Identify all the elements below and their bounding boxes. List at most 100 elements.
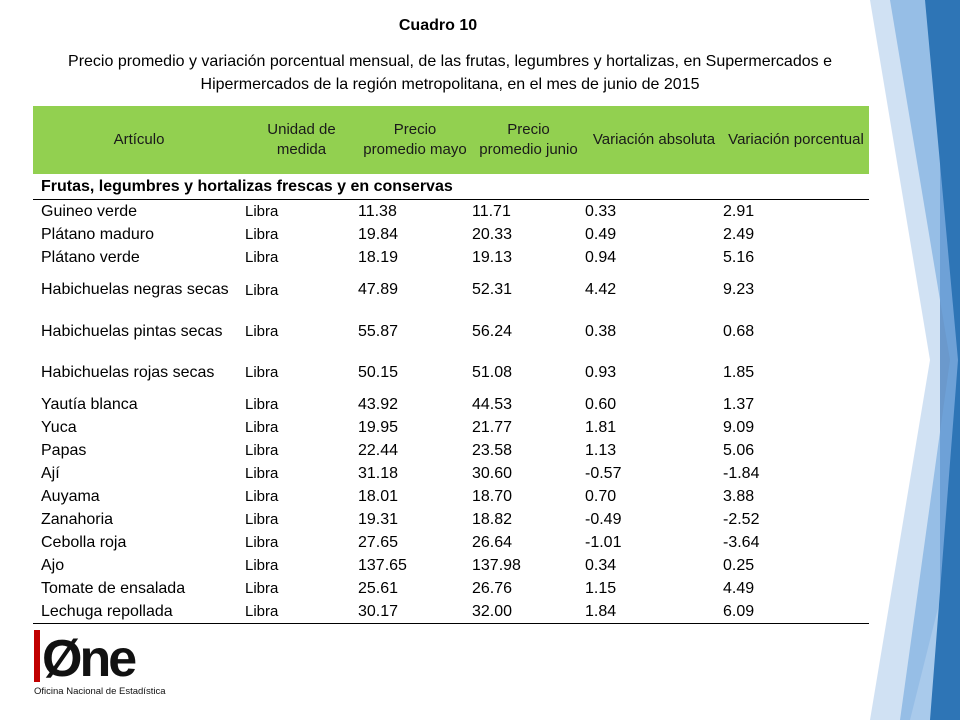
cell-precio-mayo: 18.19 [358, 248, 399, 266]
table-row: Auyama Libra 18.01 18.70 0.70 3.88 [33, 485, 869, 508]
cell-variacion-absoluta: 0.34 [585, 556, 617, 574]
cell-variacion-absoluta: 1.15 [585, 579, 617, 597]
cell-precio-mayo: 137.65 [358, 556, 407, 574]
cell-variacion-porcentual: 1.85 [723, 363, 755, 381]
cell-precio-junio: 18.70 [472, 487, 513, 505]
cell-precio-mayo: 55.87 [358, 322, 399, 340]
cell-articulo: Auyama [41, 487, 100, 505]
cell-precio-junio: 20.33 [472, 225, 513, 243]
cell-variacion-absoluta: -1.01 [585, 533, 622, 551]
cell-precio-junio: 32.00 [472, 600, 585, 624]
cell-unidad: Libra [245, 465, 279, 482]
cell-precio-mayo: 43.92 [358, 395, 399, 413]
cell-articulo: Guineo verde [41, 202, 138, 220]
cell-variacion-absoluta: 0.70 [585, 487, 617, 505]
table-row: Plátano verde Libra 18.19 19.13 0.94 5.16 [33, 246, 869, 269]
cell-precio-mayo: 27.65 [358, 533, 399, 551]
table-row: Ajo Libra 137.65 137.98 0.34 0.25 [33, 554, 869, 577]
table-row: Habichuelas rojas secas Libra 50.15 51.08 0.… [33, 352, 869, 393]
cell-precio-junio: 137.98 [472, 556, 521, 574]
cell-variacion-absoluta: 0.60 [585, 395, 617, 413]
cell-variacion-porcentual: 1.37 [723, 395, 755, 413]
cell-unidad: Libra [245, 442, 279, 459]
cell-unidad: Libra [245, 323, 279, 340]
cell-precio-junio: 21.77 [472, 418, 513, 436]
decorative-sidebar [870, 0, 960, 720]
cell-variacion-porcentual: 3.88 [723, 487, 755, 505]
cell-variacion-absoluta: 1.81 [585, 418, 617, 436]
cell-variacion-porcentual: 9.09 [723, 418, 755, 436]
cell-articulo: Habichuelas rojas secas [41, 363, 215, 381]
cell-unidad: Libra [245, 396, 279, 413]
cell-precio-junio: 18.82 [472, 510, 513, 528]
cell-articulo: Habichuelas negras secas [41, 281, 229, 298]
cell-articulo: Lechuga repollada [33, 600, 245, 624]
cell-articulo: Tomate de ensalada [41, 579, 186, 597]
cell-variacion-porcentual: 5.06 [723, 441, 755, 459]
cell-precio-junio: 30.60 [472, 464, 513, 482]
cell-precio-mayo: 18.01 [358, 487, 399, 505]
cell-precio-junio: 52.31 [472, 281, 513, 298]
cell-unidad: Libra [245, 557, 279, 574]
cell-variacion-absoluta: 1.84 [585, 600, 723, 624]
cell-articulo: Papas [41, 441, 87, 459]
cell-variacion-porcentual: 9.23 [723, 281, 755, 298]
cell-precio-mayo: 19.95 [358, 418, 399, 436]
cell-unidad: Libra [245, 511, 279, 528]
cell-precio-mayo: 25.61 [358, 579, 399, 597]
table-row: Guineo verde Libra 11.38 11.71 0.33 2.91 [33, 200, 869, 224]
cell-variacion-porcentual: 4.49 [723, 579, 755, 597]
cell-articulo: Plátano maduro [41, 225, 154, 243]
cell-variacion-porcentual: 2.91 [723, 202, 755, 220]
cell-variacion-porcentual: -1.84 [723, 464, 760, 482]
table-row: Cebolla roja Libra 27.65 26.64 -1.01 -3.64 [33, 531, 869, 554]
cell-articulo: Yautía blanca [41, 395, 138, 413]
cell-articulo: Zanahoria [41, 510, 114, 528]
col-header-precio-mayo: Precio promedio mayo [358, 106, 472, 174]
col-header-unidad: Unidad de medida [245, 106, 358, 174]
cell-precio-mayo: 22.44 [358, 441, 399, 459]
cell-precio-junio: 44.53 [472, 395, 513, 413]
table-row: Papas Libra 22.44 23.58 1.13 5.06 [33, 439, 869, 462]
cell-variacion-absoluta: 1.13 [585, 441, 617, 459]
table-row: Tomate de ensalada Libra 25.61 26.76 1.15 4.4… [33, 577, 869, 600]
cell-variacion-absoluta: 0.94 [585, 248, 617, 266]
section-label: Frutas, legumbres y hortalizas frescas y… [33, 174, 869, 200]
table-row: Zanahoria Libra 19.31 18.82 -0.49 -2.52 [33, 508, 869, 531]
cell-articulo: Plátano verde [41, 248, 140, 266]
col-header-variacion-porcentual: Variación porcentual [723, 106, 869, 174]
cell-articulo: Cebolla roja [41, 533, 127, 551]
cell-unidad: Libra [245, 249, 279, 266]
cell-precio-mayo: 30.17 [358, 600, 472, 624]
table-row: Habichuelas negras secas Libra 47.89 52.31 4… [33, 269, 869, 311]
cell-variacion-absoluta: 0.33 [585, 202, 617, 220]
col-header-precio-junio: Precio promedio junio [472, 106, 585, 174]
cell-precio-junio: 26.64 [472, 533, 513, 551]
cell-variacion-absoluta: 4.42 [585, 281, 617, 298]
one-logo: Øne Oficina Nacional de Estadística [34, 630, 166, 697]
logo-red-bar [34, 630, 40, 682]
cell-variacion-porcentual: 0.68 [723, 322, 755, 340]
cell-variacion-porcentual: 6.09 [723, 600, 869, 624]
cell-precio-mayo: 50.15 [358, 363, 399, 381]
cell-variacion-porcentual: 5.16 [723, 248, 755, 266]
table-header-row: Artículo Unidad de medida Precio promedi… [33, 106, 869, 174]
cell-articulo: Ajo [41, 556, 65, 574]
price-table: Artículo Unidad de medida Precio promedi… [33, 106, 869, 624]
table-title: Cuadro 10 [398, 17, 478, 34]
col-header-articulo: Artículo [33, 106, 245, 174]
table-subtitle: Precio promedio y variación porcentual m… [68, 53, 832, 93]
cell-precio-mayo: 31.18 [358, 464, 399, 482]
cell-precio-mayo: 19.31 [358, 510, 399, 528]
cell-articulo: Yuca [41, 418, 77, 436]
cell-articulo: Ají [41, 464, 60, 482]
cell-unidad: Libra [245, 580, 279, 597]
cell-unidad: Libra [245, 364, 279, 381]
cell-unidad: Libra [245, 419, 279, 436]
cell-precio-mayo: 47.89 [358, 281, 399, 298]
cell-variacion-porcentual: -2.52 [723, 510, 760, 528]
cell-articulo: Habichuelas pintas secas [41, 322, 223, 340]
logo-mark: Øne [42, 630, 136, 688]
table-row: Plátano maduro Libra 19.84 20.33 0.49 2.49 [33, 223, 869, 246]
table-row: Yautía blanca Libra 43.92 44.53 0.60 1.37 [33, 393, 869, 416]
